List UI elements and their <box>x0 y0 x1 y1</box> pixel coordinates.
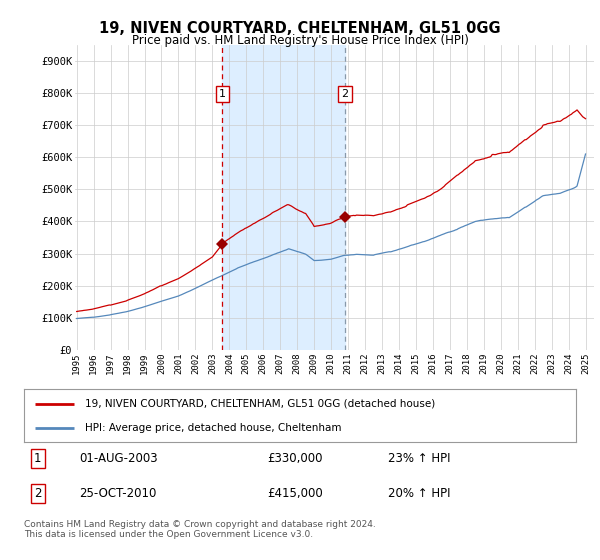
Text: Price paid vs. HM Land Registry's House Price Index (HPI): Price paid vs. HM Land Registry's House … <box>131 34 469 46</box>
Text: 1: 1 <box>219 88 226 99</box>
Text: 23% ↑ HPI: 23% ↑ HPI <box>388 452 451 465</box>
Text: 2: 2 <box>34 487 41 500</box>
Text: 19, NIVEN COURTYARD, CHELTENHAM, GL51 0GG (detached house): 19, NIVEN COURTYARD, CHELTENHAM, GL51 0G… <box>85 399 435 409</box>
Text: 1: 1 <box>34 452 41 465</box>
Text: 19, NIVEN COURTYARD, CHELTENHAM, GL51 0GG: 19, NIVEN COURTYARD, CHELTENHAM, GL51 0G… <box>99 21 501 36</box>
Text: 25-OCT-2010: 25-OCT-2010 <box>79 487 157 500</box>
Bar <box>222 45 345 350</box>
Text: £330,000: £330,000 <box>267 452 322 465</box>
Text: 01-AUG-2003: 01-AUG-2003 <box>79 452 158 465</box>
Text: 20% ↑ HPI: 20% ↑ HPI <box>388 487 451 500</box>
Text: 2: 2 <box>341 88 349 99</box>
Text: £415,000: £415,000 <box>267 487 323 500</box>
Text: HPI: Average price, detached house, Cheltenham: HPI: Average price, detached house, Chel… <box>85 423 341 433</box>
Text: Contains HM Land Registry data © Crown copyright and database right 2024.
This d: Contains HM Land Registry data © Crown c… <box>24 520 376 539</box>
